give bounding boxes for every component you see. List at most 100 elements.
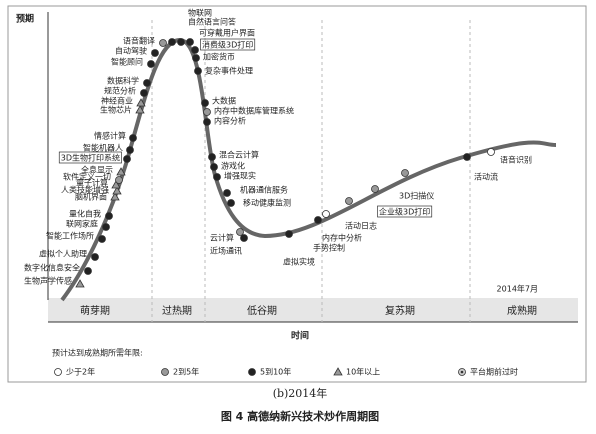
tech-label: 活动日志	[345, 221, 377, 231]
marker	[401, 169, 409, 177]
date-label: 2014年7月	[497, 284, 538, 294]
marker	[203, 108, 211, 116]
marker	[136, 98, 146, 107]
marker	[111, 180, 121, 189]
marker	[98, 235, 106, 243]
phase-label: 低谷期	[247, 304, 277, 317]
legend-label: 10年以上	[346, 367, 380, 377]
tech-label: 脑机界面	[75, 192, 107, 202]
marker	[285, 230, 293, 238]
tech-label: 联网家庭	[66, 219, 98, 229]
marker	[186, 38, 194, 46]
phase-band	[48, 298, 578, 322]
label-box	[58, 151, 122, 164]
marker	[191, 46, 199, 54]
marker	[227, 199, 235, 207]
marker	[159, 39, 167, 47]
marker	[314, 216, 322, 224]
legend-label: 平台期前过时	[470, 367, 518, 377]
tech-label: 内存中数据库管理系统	[214, 106, 294, 116]
tech-label: 语音识别	[500, 155, 532, 165]
marker	[248, 368, 256, 376]
marker	[129, 134, 137, 142]
phase-label: 复苏期	[385, 304, 415, 317]
marker	[110, 192, 120, 201]
marker	[102, 223, 110, 231]
x-axis-label: 时间	[291, 330, 309, 342]
tech-label: 3D扫描仪	[399, 191, 434, 201]
caption-sub: (b)2014年	[273, 386, 328, 400]
tech-label: 量子计算	[76, 178, 108, 188]
marker	[116, 167, 126, 176]
tech-label: 情感计算	[94, 131, 126, 141]
tech-label: 虚拟实境	[283, 257, 315, 267]
marker	[345, 197, 353, 205]
tech-label: 3D生物打印系统	[61, 153, 120, 163]
tech-label: 手势控制	[313, 243, 345, 253]
legend-label: 2到5年	[173, 367, 199, 377]
tech-label: 虚拟个人助理	[39, 249, 87, 259]
marker	[112, 186, 122, 195]
marker-dot	[460, 370, 464, 374]
tech-label: 神经商业	[101, 96, 133, 106]
tech-label: 混合云计算	[219, 150, 259, 160]
tech-label: 物联网	[188, 8, 212, 18]
marker	[240, 234, 248, 242]
marker	[201, 99, 209, 107]
tech-label: 复杂事件处理	[205, 66, 253, 76]
label-box	[200, 38, 256, 51]
label-box	[377, 205, 433, 218]
tech-label: 自然语言问答	[188, 17, 236, 27]
marker	[143, 79, 151, 87]
marker	[91, 253, 99, 261]
marker	[147, 60, 155, 68]
marker	[105, 212, 113, 220]
legend-label: 5到10年	[260, 367, 291, 377]
tech-label: 人类技能增强	[61, 185, 109, 195]
phase-label: 萌芽期	[80, 304, 110, 317]
marker	[192, 54, 200, 62]
tech-label: 加密货币	[203, 52, 235, 62]
marker	[84, 267, 92, 275]
tech-label: 游戏化	[221, 161, 245, 171]
tech-label: 增强现实	[224, 171, 256, 181]
marker	[151, 49, 159, 57]
marker	[333, 367, 343, 376]
tech-label: 云计算	[210, 233, 234, 243]
marker	[115, 176, 123, 184]
tech-label: 软件定义一切	[63, 172, 111, 182]
marker	[223, 189, 231, 197]
tech-label: 自动驾驶	[115, 46, 147, 56]
phase-label: 成熟期	[507, 304, 537, 317]
tech-label: 量化自我	[69, 209, 101, 219]
marker	[75, 279, 85, 288]
tech-label: 近场通讯	[210, 246, 242, 256]
marker	[203, 118, 211, 126]
tech-label: 活动流	[474, 172, 498, 182]
marker	[135, 105, 145, 114]
tech-label: 移动健康监测	[243, 198, 291, 208]
marker	[463, 153, 471, 161]
marker	[371, 185, 379, 193]
tech-label: 全息显示	[81, 165, 113, 175]
tech-label: 生物声学传感	[24, 276, 72, 286]
tech-label: 消费级3D打印	[202, 40, 253, 50]
tech-label: 智能顾问	[111, 57, 143, 67]
marker	[236, 228, 244, 236]
tech-label: 内容分析	[214, 116, 246, 126]
marker	[322, 210, 330, 218]
marker	[123, 155, 131, 163]
tech-label: 内存中分析	[322, 233, 362, 243]
marker	[210, 163, 218, 171]
marker	[487, 148, 495, 156]
legend-title: 预计达到成熟期所需年限:	[52, 348, 143, 358]
marker	[140, 89, 148, 97]
tech-label: 语音翻译	[123, 36, 155, 46]
tech-label: 智能机器人	[83, 143, 123, 153]
marker	[208, 153, 216, 161]
marker	[213, 173, 221, 181]
phase-label: 过热期	[162, 304, 192, 317]
tech-label: 智能工作场所	[46, 231, 94, 241]
caption-figure: 图 4 高德纳新兴技术炒作周期图	[221, 409, 379, 423]
